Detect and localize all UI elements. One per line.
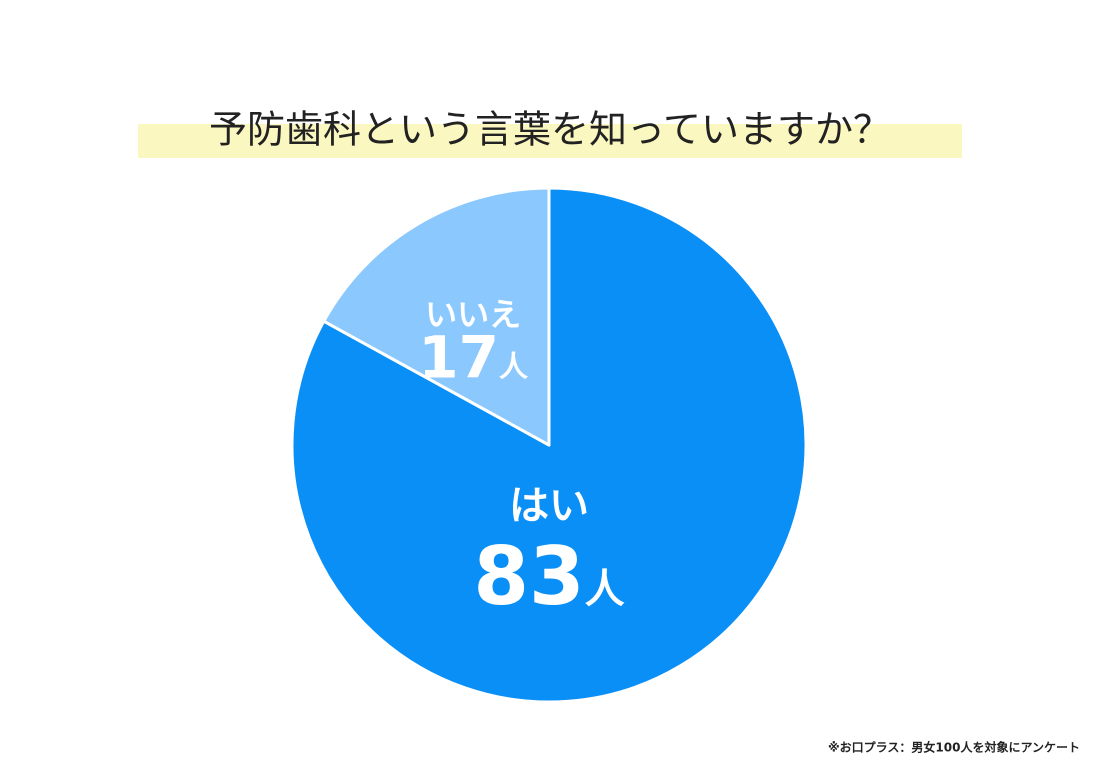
chart-title: 予防歯科という言葉を知っていますか？	[209, 108, 891, 152]
slice-label: はい	[509, 483, 589, 529]
pie-slice	[322, 186, 551, 447]
footnote: ※お口プラス：男女100人を対象にアンケート	[828, 740, 1080, 755]
slice-label: いいえ	[425, 296, 521, 334]
title-highlight	[138, 124, 962, 158]
value-label: 17人	[418, 324, 528, 392]
value-label: 83人	[473, 530, 624, 623]
